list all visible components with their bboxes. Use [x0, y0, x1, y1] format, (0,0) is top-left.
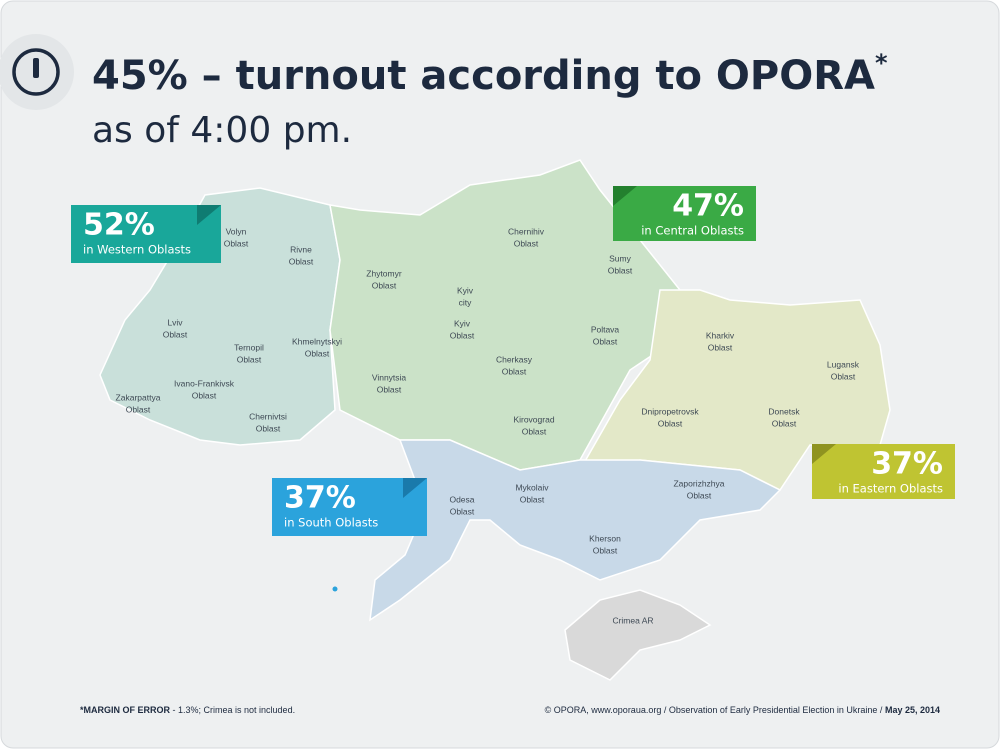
note-label: *MARGIN OF ERROR: [80, 705, 171, 715]
oblast-label: Oblast: [224, 238, 249, 248]
callouts: 52%in Western Oblasts 47%in Central Oblas…: [71, 186, 955, 536]
callout-value: 37%: [284, 481, 356, 516]
oblast-label: Oblast: [687, 490, 712, 500]
oblast-label: Vinnytsia: [372, 372, 407, 382]
region-central: [329, 159, 681, 471]
oblast-label: Cherkasy: [496, 354, 533, 364]
oblast-label: Oblast: [192, 390, 217, 400]
oblast-label: Chernivtsi: [249, 411, 287, 421]
oblast-label: Crimea AR: [612, 615, 653, 625]
oblast-label: Dnipropetrovsk: [641, 406, 699, 416]
oblast-label: Volyn: [226, 226, 247, 236]
oblast-label: Zaporizhzhya: [673, 478, 724, 488]
callout-value: 37%: [871, 447, 943, 482]
oblast-label: Oblast: [163, 329, 188, 339]
callout-label: in Western Oblasts: [83, 243, 191, 257]
oblast-label: Lviv: [167, 317, 183, 327]
source-text: © OPORA, www.oporaua.org / Observation o…: [545, 705, 883, 715]
callout-flap: [197, 205, 221, 225]
title: 45% – turnout according to OPORA*: [92, 49, 888, 99]
oblast-label: Kharkiv: [706, 330, 735, 340]
oblast-label: Oblast: [256, 423, 281, 433]
callout-flap: [812, 444, 836, 464]
oblast-label: Oblast: [593, 545, 618, 555]
oblast-label: Oblast: [372, 280, 397, 290]
oblast-label: Oblast: [377, 384, 402, 394]
callout-value: 52%: [83, 208, 155, 243]
oblast-label: Khmelnytskyi: [292, 336, 342, 346]
footnote: *MARGIN OF ERROR - 1.3%; Crimea is not i…: [80, 705, 295, 715]
title-text: 45% – turnout according to OPORA: [92, 53, 875, 99]
oblast-label: Oblast: [520, 494, 545, 504]
oblast-label: Ivano-Frankivsk: [174, 378, 235, 388]
region-south: [369, 439, 782, 622]
oblast-label: Donetsk: [768, 406, 800, 416]
oblast-label: Oblast: [450, 506, 475, 516]
oblast-label: Oblast: [708, 342, 733, 352]
oblast-label: Oblast: [450, 330, 475, 340]
oblast-label: Mykolaiv: [515, 482, 549, 492]
icon-ring: [12, 48, 60, 96]
oblast-label: Zhytomyr: [366, 268, 402, 278]
oblast-label: Oblast: [593, 336, 618, 346]
oblast-label: Poltava: [591, 324, 620, 334]
oblast-label: Kirovograd: [513, 414, 554, 424]
oblast-label: Oblast: [305, 348, 330, 358]
region-crimea: [564, 589, 712, 681]
callout-label: in Eastern Oblasts: [838, 482, 943, 496]
oblast-label: Oblast: [237, 354, 262, 364]
oblast-label: Zakarpattya: [116, 392, 161, 402]
oblast-label: Rivne: [290, 244, 312, 254]
oblast-label: Ternopil: [234, 342, 264, 352]
note-text: - 1.3%; Crimea is not included.: [173, 705, 296, 715]
oblast-label: Odesa: [449, 494, 474, 504]
callout-value: 47%: [672, 189, 744, 224]
icon-bar: [33, 58, 39, 78]
oblast-label: Chernihiv: [508, 226, 545, 236]
oblast-label: Oblast: [514, 238, 539, 248]
title-mark: *: [875, 49, 888, 77]
callout-box: [613, 186, 756, 241]
oblast-label: Oblast: [522, 426, 547, 436]
oblast-label: Kyiv: [457, 285, 474, 295]
map: [99, 159, 891, 681]
source: © OPORA, www.oporaua.org / Observation o…: [545, 705, 940, 715]
callout-flap: [613, 186, 637, 206]
oblast-label: Kherson: [589, 533, 621, 543]
oblast-label: Sumy: [609, 253, 631, 263]
callout-box: [71, 205, 221, 263]
oblast-label: Oblast: [502, 366, 527, 376]
oblast-label: city: [459, 297, 473, 307]
callout-box: [272, 478, 427, 536]
oblast-label: Oblast: [658, 418, 683, 428]
date: May 25, 2014: [885, 705, 940, 715]
oblast-label: Kyiv: [454, 318, 471, 328]
callout-box: [812, 444, 955, 499]
island-dot: [332, 586, 338, 592]
oblast-label: Oblast: [126, 404, 151, 414]
oblast-label: Oblast: [831, 371, 856, 381]
oblast-label: Oblast: [772, 418, 797, 428]
oblast-label: Lugansk: [827, 359, 860, 369]
subtitle: as of 4:00 pm.: [92, 110, 352, 151]
oblast-label: Oblast: [608, 265, 633, 275]
callout-flap: [403, 478, 427, 498]
callout-label: in South Oblasts: [284, 516, 378, 530]
callout-label: in Central Oblasts: [641, 224, 744, 238]
oblast-label: Oblast: [289, 256, 314, 266]
oblast-labels: Volyn Oblast Rivne Oblast Lviv Oblast Ternopil…: [116, 226, 860, 625]
